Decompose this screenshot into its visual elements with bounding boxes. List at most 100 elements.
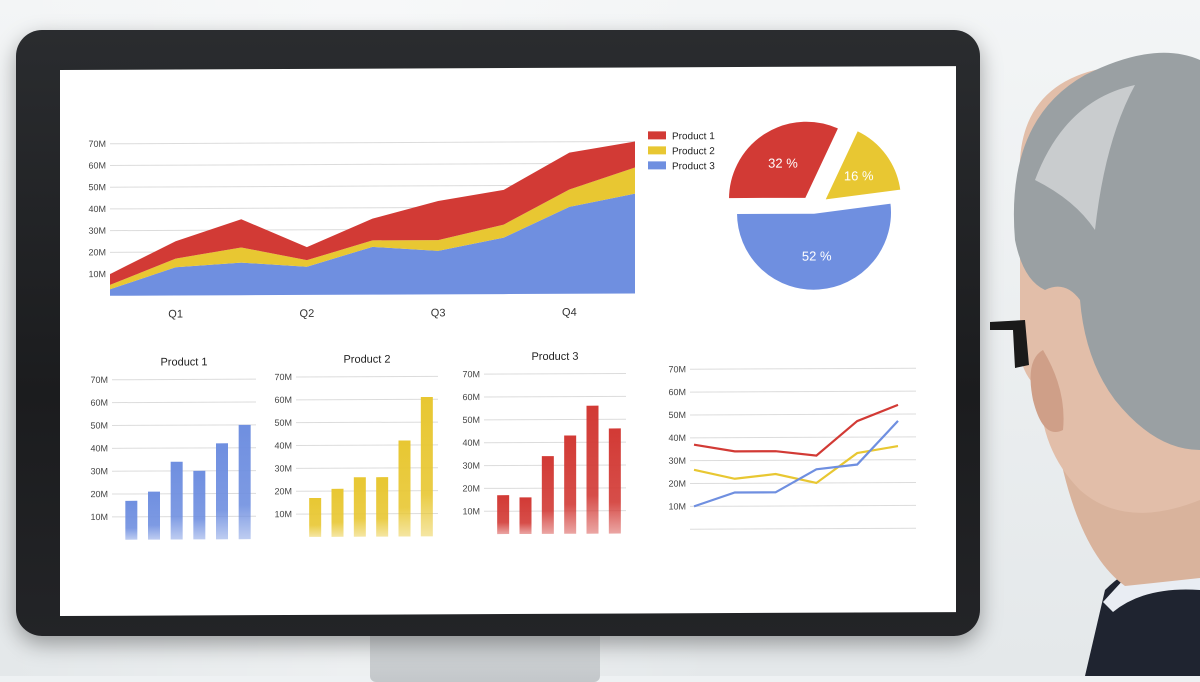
bar-y-tick-label: 70M	[462, 369, 480, 379]
bar-gridline	[112, 378, 256, 381]
bar	[193, 470, 206, 540]
line-gridline	[690, 482, 916, 485]
bar-gridline	[484, 464, 626, 467]
area-series-product-2	[110, 167, 635, 290]
line-series	[693, 403, 899, 457]
line-y-tick-label: 20M	[668, 479, 686, 489]
area-y-tick-label: 60M	[88, 161, 106, 171]
bar-gridline	[484, 441, 626, 444]
pie-slice-label: 16 %	[844, 168, 874, 183]
line-gridline	[690, 504, 916, 507]
bar	[216, 443, 228, 540]
bar	[238, 424, 251, 540]
bar	[564, 435, 577, 534]
bar-y-tick-label: 20M	[462, 483, 480, 493]
bar-y-tick-label: 60M	[462, 392, 480, 402]
bar-gridline	[484, 395, 626, 398]
bar-y-tick-label: 70M	[274, 372, 292, 382]
area-chart-legend: Product 1 Product 2 Product 3	[648, 131, 715, 172]
man-viewing-monitor	[990, 52, 1200, 676]
bar-gridline	[112, 401, 256, 404]
legend-swatch	[648, 161, 666, 170]
bar-chart-product-1: 10M 20M 30M 40M 50M 60M 70M Product 1	[90, 356, 256, 540]
area-series-product-1	[110, 141, 635, 285]
area-y-tick-label: 50M	[88, 182, 106, 192]
line-gridline	[690, 367, 916, 370]
bar	[148, 491, 160, 540]
bar-y-tick-label: 10M	[274, 509, 292, 519]
legend-label: Product 3	[672, 161, 715, 172]
bar-y-tick-label: 50M	[90, 421, 108, 431]
bar-gridline	[296, 398, 438, 401]
bar	[376, 477, 389, 537]
bar-y-tick-label: 20M	[90, 489, 108, 499]
bar-gridline	[484, 373, 626, 375]
line-chart: 10M 20M 30M 40M 50M 60M 70M	[668, 364, 916, 530]
area-series-product-3	[110, 193, 635, 296]
bar	[519, 497, 532, 534]
glasses-frame	[990, 320, 1029, 368]
bar-y-tick-label: 70M	[90, 375, 108, 385]
area-y-tick-label: 40M	[88, 204, 106, 214]
bar	[398, 440, 411, 537]
bar-gridline	[484, 418, 626, 421]
bar-chart-title: Product 1	[160, 356, 207, 368]
area-x-tick-label: Q3	[431, 307, 446, 319]
area-y-tick-label: 30M	[88, 226, 106, 236]
line-y-tick-label: 40M	[668, 433, 686, 443]
bar-y-tick-label: 30M	[274, 463, 292, 473]
legend-swatch	[648, 146, 666, 155]
bar	[586, 405, 599, 534]
line-y-tick-label: 70M	[668, 364, 686, 374]
bar-gridline	[296, 375, 438, 378]
bar-chart-title: Product 2	[343, 354, 390, 366]
bar-y-tick-label: 40M	[90, 443, 108, 453]
bar-y-tick-label: 30M	[90, 466, 108, 476]
bar-y-tick-label: 60M	[90, 398, 108, 408]
bar	[420, 396, 433, 537]
area-gridline	[110, 162, 635, 166]
bar	[170, 461, 183, 540]
line-series	[693, 444, 899, 485]
line-gridline	[690, 436, 916, 439]
bar	[309, 498, 322, 537]
pie-slice	[822, 128, 903, 202]
bar-gridline	[112, 470, 256, 472]
bar-gridline	[112, 447, 256, 449]
area-y-tick-label: 10M	[88, 269, 106, 279]
bar-y-tick-label: 60M	[274, 395, 292, 405]
bar-chart-product-3: 10M 20M 30M 40M 50M 60M 70M Product 3	[462, 351, 626, 535]
bar	[608, 428, 621, 534]
area-x-tick-label: Q2	[300, 308, 315, 320]
line-y-tick-label: 30M	[668, 456, 686, 466]
bar-y-tick-label: 10M	[90, 512, 108, 522]
line-y-tick-label: 50M	[668, 410, 686, 420]
bar-gridline	[112, 492, 256, 495]
legend-label: Product 2	[672, 146, 715, 157]
bar-y-tick-label: 40M	[462, 438, 480, 448]
area-gridline	[110, 140, 635, 145]
legend-label: Product 1	[672, 131, 715, 142]
bar-y-tick-label: 20M	[274, 486, 292, 496]
bar-y-tick-label: 40M	[274, 441, 292, 451]
area-y-tick-label: 20M	[88, 247, 106, 257]
bar-gridline	[296, 490, 438, 492]
bar-gridline	[296, 444, 438, 447]
pie-chart: 32 % 16 % 52 %	[726, 119, 903, 292]
legend-swatch	[648, 131, 666, 140]
pie-slice-label: 32 %	[768, 156, 798, 171]
line-y-tick-label: 10M	[668, 501, 686, 511]
stacked-area-chart: 10M 20M 30M 40M 50M 60M 70M Q1 Q2 Q3 Q4	[88, 139, 635, 321]
bar	[331, 488, 344, 537]
pie-slice	[734, 201, 893, 292]
line-baseline	[690, 527, 916, 530]
area-y-tick-label: 70M	[88, 139, 106, 149]
line-series	[693, 420, 899, 508]
bar-gridline	[296, 467, 438, 469]
pie-slice-label: 52 %	[802, 248, 832, 263]
line-gridline	[690, 413, 916, 416]
line-y-tick-label: 60M	[668, 387, 686, 397]
